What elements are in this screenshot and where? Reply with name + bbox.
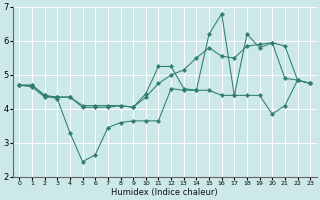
X-axis label: Humidex (Indice chaleur): Humidex (Indice chaleur) bbox=[111, 188, 218, 197]
